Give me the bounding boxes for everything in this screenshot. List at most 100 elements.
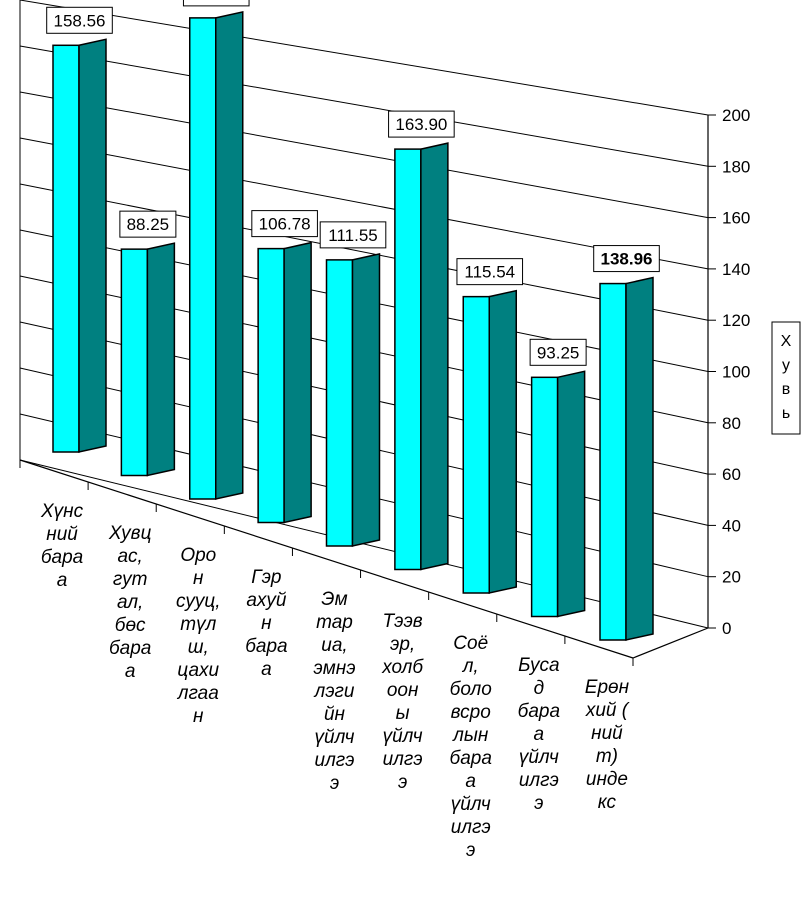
- floor-front-edge: [19, 459, 634, 659]
- category-label-line: хий (: [585, 700, 630, 721]
- category-label-line: а: [465, 771, 476, 792]
- category-label-line: Тээв: [383, 611, 423, 632]
- data-label: 138.96: [601, 250, 653, 269]
- bar-side-face: [146, 242, 176, 477]
- data-label: 158.56: [54, 11, 106, 30]
- data-label-box: [529, 338, 587, 366]
- bar: 88.25: [119, 210, 177, 477]
- data-label: 187.57: [190, 0, 242, 3]
- bar-series: 158.56 88.25 187.57 106.78 111.55 163.90 115.5…: [46, 0, 660, 641]
- category-label-line: үйлч: [315, 727, 355, 748]
- category-label-line: ахуй: [246, 590, 287, 611]
- bar: 187.57: [182, 0, 250, 500]
- category-label-line: тар: [316, 612, 353, 633]
- data-label: 106.78: [259, 215, 311, 234]
- bar-front-face: [462, 295, 490, 594]
- y-tick-label: 180: [722, 157, 750, 176]
- category-label-line: ас,: [117, 546, 142, 567]
- category-label-line: э: [534, 793, 543, 814]
- category-label-line: н: [193, 568, 204, 589]
- category-label-line: илгэ: [383, 749, 423, 770]
- category-label-line: бара: [450, 748, 492, 769]
- data-label: 163.90: [395, 115, 447, 134]
- category-label-line: кс: [598, 792, 617, 813]
- bar-front-face: [325, 259, 354, 547]
- category-label-line: үйлч: [519, 747, 559, 768]
- category-label-line: ш,: [188, 637, 209, 658]
- category-label-line: Хувц: [108, 523, 152, 544]
- category-label-line: д: [534, 678, 545, 699]
- category-label-line: цахи: [177, 660, 219, 681]
- y-tick-label: 120: [722, 311, 750, 330]
- bar-front-face: [189, 17, 217, 500]
- category-label-line: лын: [452, 725, 489, 746]
- floor-right-edge: [632, 627, 709, 659]
- bar-side-face: [78, 38, 107, 453]
- bar-side-face: [215, 10, 244, 500]
- data-label-box: [456, 258, 524, 286]
- data-label-box: [119, 210, 177, 238]
- category-label-line: илгэ: [315, 750, 355, 771]
- category-label-line: Буса: [518, 655, 560, 676]
- category-label-line: йн: [324, 704, 346, 725]
- category-label-line: лэги: [314, 681, 355, 702]
- bar-side-face: [556, 370, 586, 618]
- bar-side-face: [625, 276, 654, 641]
- category-label-line: ний: [591, 723, 623, 744]
- category-label-line: холб: [381, 657, 424, 678]
- category-axis-labels: ХүнснийбарааХувцас,гутал,бөсбарааОронсуу…: [40, 501, 630, 861]
- category-label-line: н: [261, 613, 272, 634]
- bar: 158.56: [46, 6, 113, 453]
- y-axis-label-frame: [771, 321, 801, 435]
- data-label-box: [251, 210, 318, 238]
- category-label-line: бара: [518, 701, 560, 722]
- category-label-line: Соё: [453, 633, 488, 654]
- y-tick-label: 140: [722, 260, 750, 279]
- bar-side-face: [351, 252, 381, 547]
- data-label: 111.55: [328, 226, 377, 245]
- bar-side-face: [488, 289, 517, 594]
- category-label-line: бара: [245, 636, 287, 657]
- category-label-line: э: [330, 773, 339, 794]
- category-label-line: бара: [109, 638, 151, 659]
- data-label-box: [182, 0, 250, 7]
- category-label-line: а: [57, 570, 68, 591]
- bar-front-face: [52, 44, 80, 453]
- category-label-line: илгэ: [451, 817, 491, 838]
- y-tick-label: 80: [722, 414, 741, 433]
- category-label-line: иа,: [321, 635, 347, 656]
- y-tick-label: 100: [722, 363, 750, 382]
- data-label-box: [388, 110, 455, 138]
- category-label-line: илгэ: [519, 770, 559, 791]
- category-label-line: боло: [450, 679, 492, 700]
- bar: 106.78: [251, 210, 318, 524]
- bar: 111.55: [319, 221, 387, 547]
- y-tick-label: 20: [722, 568, 741, 587]
- category-label-line: бөс: [115, 615, 146, 636]
- category-label-line: ал,: [117, 592, 143, 613]
- category-label-line: Оро: [180, 545, 216, 566]
- category-label-line: бара: [41, 547, 83, 568]
- category-label-line: Эм: [321, 589, 347, 610]
- category-label-line: гут: [113, 569, 148, 590]
- bar-side-face: [420, 142, 449, 571]
- category-label-line: а: [534, 724, 545, 745]
- data-label: 115.54: [464, 263, 515, 282]
- bar-side-face: [283, 241, 312, 524]
- value-axis: 0 20 40 60 80 100 120 140 160 180 200: [19, 106, 750, 666]
- y-tick-label: 160: [722, 209, 750, 228]
- category-label-line: н: [193, 706, 204, 727]
- data-label: 88.25: [127, 215, 170, 234]
- gridline: [19, 91, 709, 219]
- category-label-line: Хүнс: [40, 501, 84, 522]
- category-label-line: үйлч: [451, 794, 491, 815]
- category-label-line: Гэр: [251, 567, 281, 588]
